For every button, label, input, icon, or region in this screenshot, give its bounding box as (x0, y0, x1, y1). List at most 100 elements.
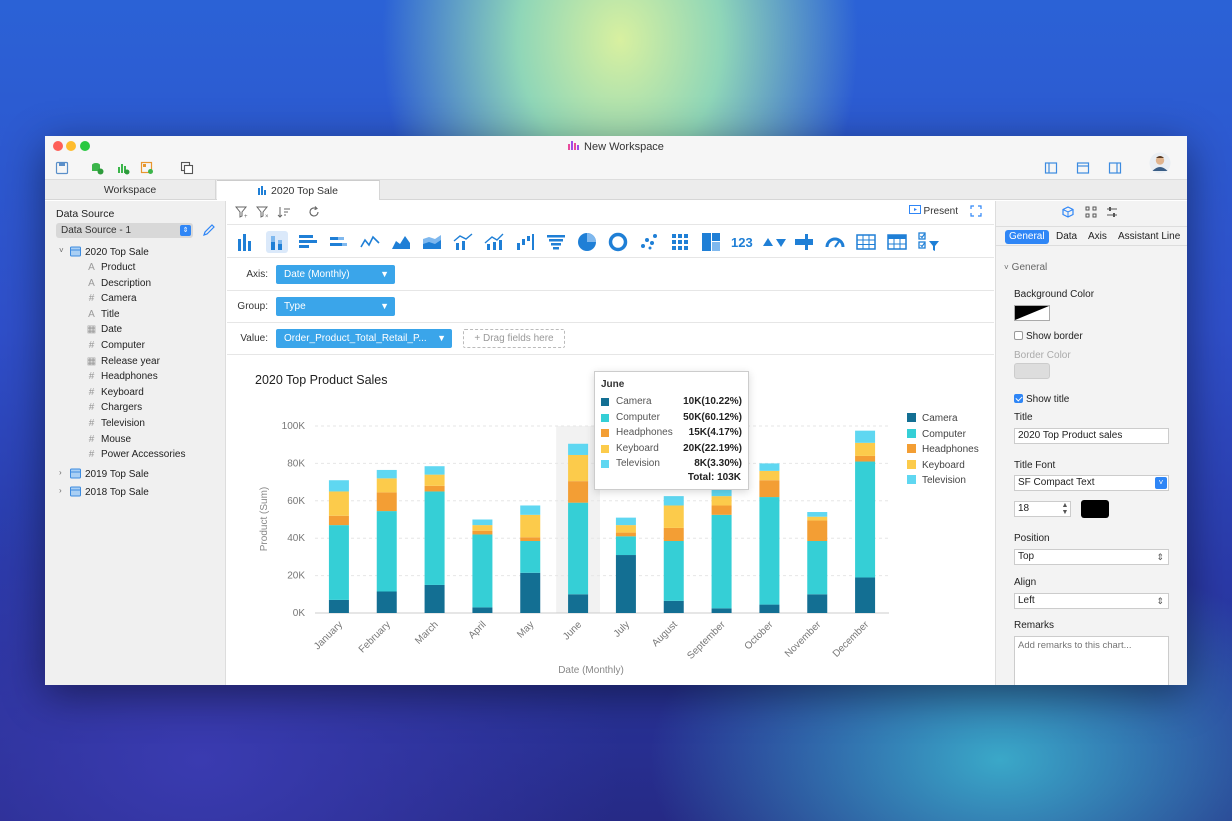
pie-chart-icon[interactable] (576, 231, 598, 253)
close-window-button[interactable] (53, 141, 63, 151)
y-axis-title: Product (Sum) (259, 487, 270, 551)
chevron-right-icon[interactable]: › (59, 485, 62, 495)
table-icon[interactable] (855, 231, 877, 253)
add-dashboard-icon[interactable] (140, 161, 154, 175)
top-panel-toggle-icon[interactable] (1076, 161, 1090, 175)
field-item[interactable]: # Keyboard (86, 387, 144, 398)
title-font-color-swatch[interactable] (1081, 500, 1109, 518)
axis-field-pill[interactable]: Date (Monthly) ▼ (276, 265, 395, 284)
filter-remove-icon[interactable]: × (256, 205, 270, 219)
field-item[interactable]: # Chargers (86, 402, 142, 413)
background-color-swatch[interactable] (1014, 305, 1050, 321)
legend-item[interactable]: Camera (907, 413, 958, 424)
bar-segment (711, 488, 732, 497)
pivot-table-icon[interactable] (886, 231, 908, 253)
tooltip-series-name: Computer (616, 411, 660, 423)
donut-chart-icon[interactable] (607, 231, 629, 253)
line-chart-icon[interactable] (359, 231, 381, 253)
present-button[interactable]: Present (908, 205, 958, 217)
add-chart-icon[interactable] (116, 161, 130, 175)
cube-style-icon[interactable] (1062, 206, 1074, 218)
field-item[interactable]: # Camera (86, 293, 137, 304)
value-field-pill[interactable]: Order_Product_Total_Retail_P... ▼ (276, 329, 452, 348)
left-panel-toggle-icon[interactable] (1044, 161, 1058, 175)
align-select[interactable]: Left ⇕ (1014, 593, 1169, 609)
treemap-chart-icon[interactable] (700, 231, 722, 253)
field-item[interactable]: ▦ Release year (86, 356, 160, 367)
show-title-check[interactable] (1014, 394, 1023, 403)
group-field-pill[interactable]: Type ▼ (276, 297, 395, 316)
show-border-checkbox[interactable]: Show border (1014, 331, 1083, 342)
field-item[interactable]: A Description (86, 278, 151, 289)
tooltip-swatch (601, 460, 609, 468)
tab-general[interactable]: General (1005, 230, 1049, 244)
tab-workspace[interactable]: Workspace (45, 180, 216, 200)
sort-icon[interactable] (277, 205, 291, 219)
bullet-chart-icon[interactable] (793, 231, 815, 253)
field-item[interactable]: A Title (86, 309, 119, 320)
datasource-table-item[interactable]: › 2019 Top Sale (59, 468, 149, 480)
fullscreen-icon[interactable] (970, 205, 982, 217)
kpi-number-icon[interactable]: 123 (731, 231, 759, 253)
add-datasource-icon[interactable] (90, 161, 104, 175)
show-title-checkbox[interactable]: Show title (1014, 394, 1069, 405)
data-source-select[interactable]: Data Source - 1 ⇕ (56, 223, 193, 238)
stacked-column-chart-icon[interactable] (266, 231, 288, 253)
area-chart-icon[interactable] (390, 231, 412, 253)
gauge-chart-icon[interactable] (824, 231, 846, 253)
refresh-icon[interactable] (307, 205, 321, 219)
bar-segment (568, 454, 589, 482)
filter-icon[interactable]: + (235, 205, 249, 219)
waterfall-chart-icon[interactable] (514, 231, 536, 253)
field-item[interactable]: A Product (86, 262, 135, 273)
right-panel-toggle-icon[interactable] (1108, 161, 1122, 175)
dual-axis-chart-icon[interactable] (483, 231, 505, 253)
duplicate-icon[interactable] (180, 161, 194, 175)
save-icon[interactable] (55, 161, 69, 175)
position-select[interactable]: Top ⇕ (1014, 549, 1169, 565)
chevron-right-icon[interactable]: › (59, 467, 62, 477)
funnel-chart-icon[interactable] (545, 231, 567, 253)
legend-item[interactable]: Computer (907, 428, 966, 440)
tab-data[interactable]: Data (1056, 231, 1078, 242)
legend-item[interactable]: Television (907, 475, 966, 486)
field-item[interactable]: # Television (86, 418, 145, 429)
tab-assistant-line[interactable]: Assistant Line (1118, 231, 1181, 242)
title-font-select[interactable]: SF Compact Text ˅ (1014, 475, 1169, 491)
stacked-area-chart-icon[interactable] (421, 231, 443, 253)
settings-sliders-icon[interactable] (1106, 206, 1118, 218)
zoom-window-button[interactable] (80, 141, 90, 151)
legend-item[interactable]: Keyboard (907, 459, 965, 471)
bar-segment (711, 496, 732, 506)
tab-axis[interactable]: Axis (1088, 231, 1107, 242)
field-item[interactable]: # Headphones (86, 371, 158, 382)
user-avatar[interactable] (1149, 152, 1171, 174)
general-section-header[interactable]: ˅ General (1004, 262, 1047, 273)
field-item[interactable]: # Mouse (86, 434, 131, 445)
minimize-window-button[interactable] (66, 141, 76, 151)
stepper-arrows-icon[interactable]: ▲ ▼ (1061, 502, 1069, 516)
heatmap-chart-icon[interactable] (669, 231, 691, 253)
drag-fields-dropzone[interactable]: + Drag fields here (463, 329, 565, 348)
font-size-stepper[interactable]: 18 ▲ ▼ (1014, 501, 1071, 517)
datasource-table-item[interactable]: ˅ 2020 Top Sale (59, 246, 149, 258)
scatter-chart-icon[interactable] (638, 231, 660, 253)
field-item[interactable]: # Computer (86, 340, 145, 351)
column-chart-icon[interactable] (235, 231, 257, 253)
remarks-textarea[interactable] (1014, 636, 1169, 685)
tab-2020-top-sale[interactable]: 2020 Top Sale (217, 180, 380, 200)
title-input[interactable]: 2020 Top Product sales (1014, 428, 1169, 444)
layout-icon[interactable] (1085, 206, 1097, 218)
trend-arrows-icon[interactable] (762, 231, 788, 253)
field-item[interactable]: # Power Accessories (86, 449, 186, 460)
show-border-check[interactable] (1014, 331, 1023, 340)
datasource-table-item[interactable]: › 2018 Top Sale (59, 486, 149, 498)
legend-item[interactable]: Headphones (907, 444, 979, 455)
edit-datasource-icon[interactable] (202, 223, 216, 237)
stacked-bar-chart-icon[interactable] (328, 231, 350, 253)
bar-chart-icon[interactable] (297, 231, 319, 253)
combo-chart-icon[interactable] (452, 231, 474, 253)
field-item[interactable]: ▦ Date (86, 324, 122, 335)
filter-control-icon[interactable] (917, 231, 943, 253)
chevron-down-icon[interactable]: ˅ (59, 246, 64, 255)
